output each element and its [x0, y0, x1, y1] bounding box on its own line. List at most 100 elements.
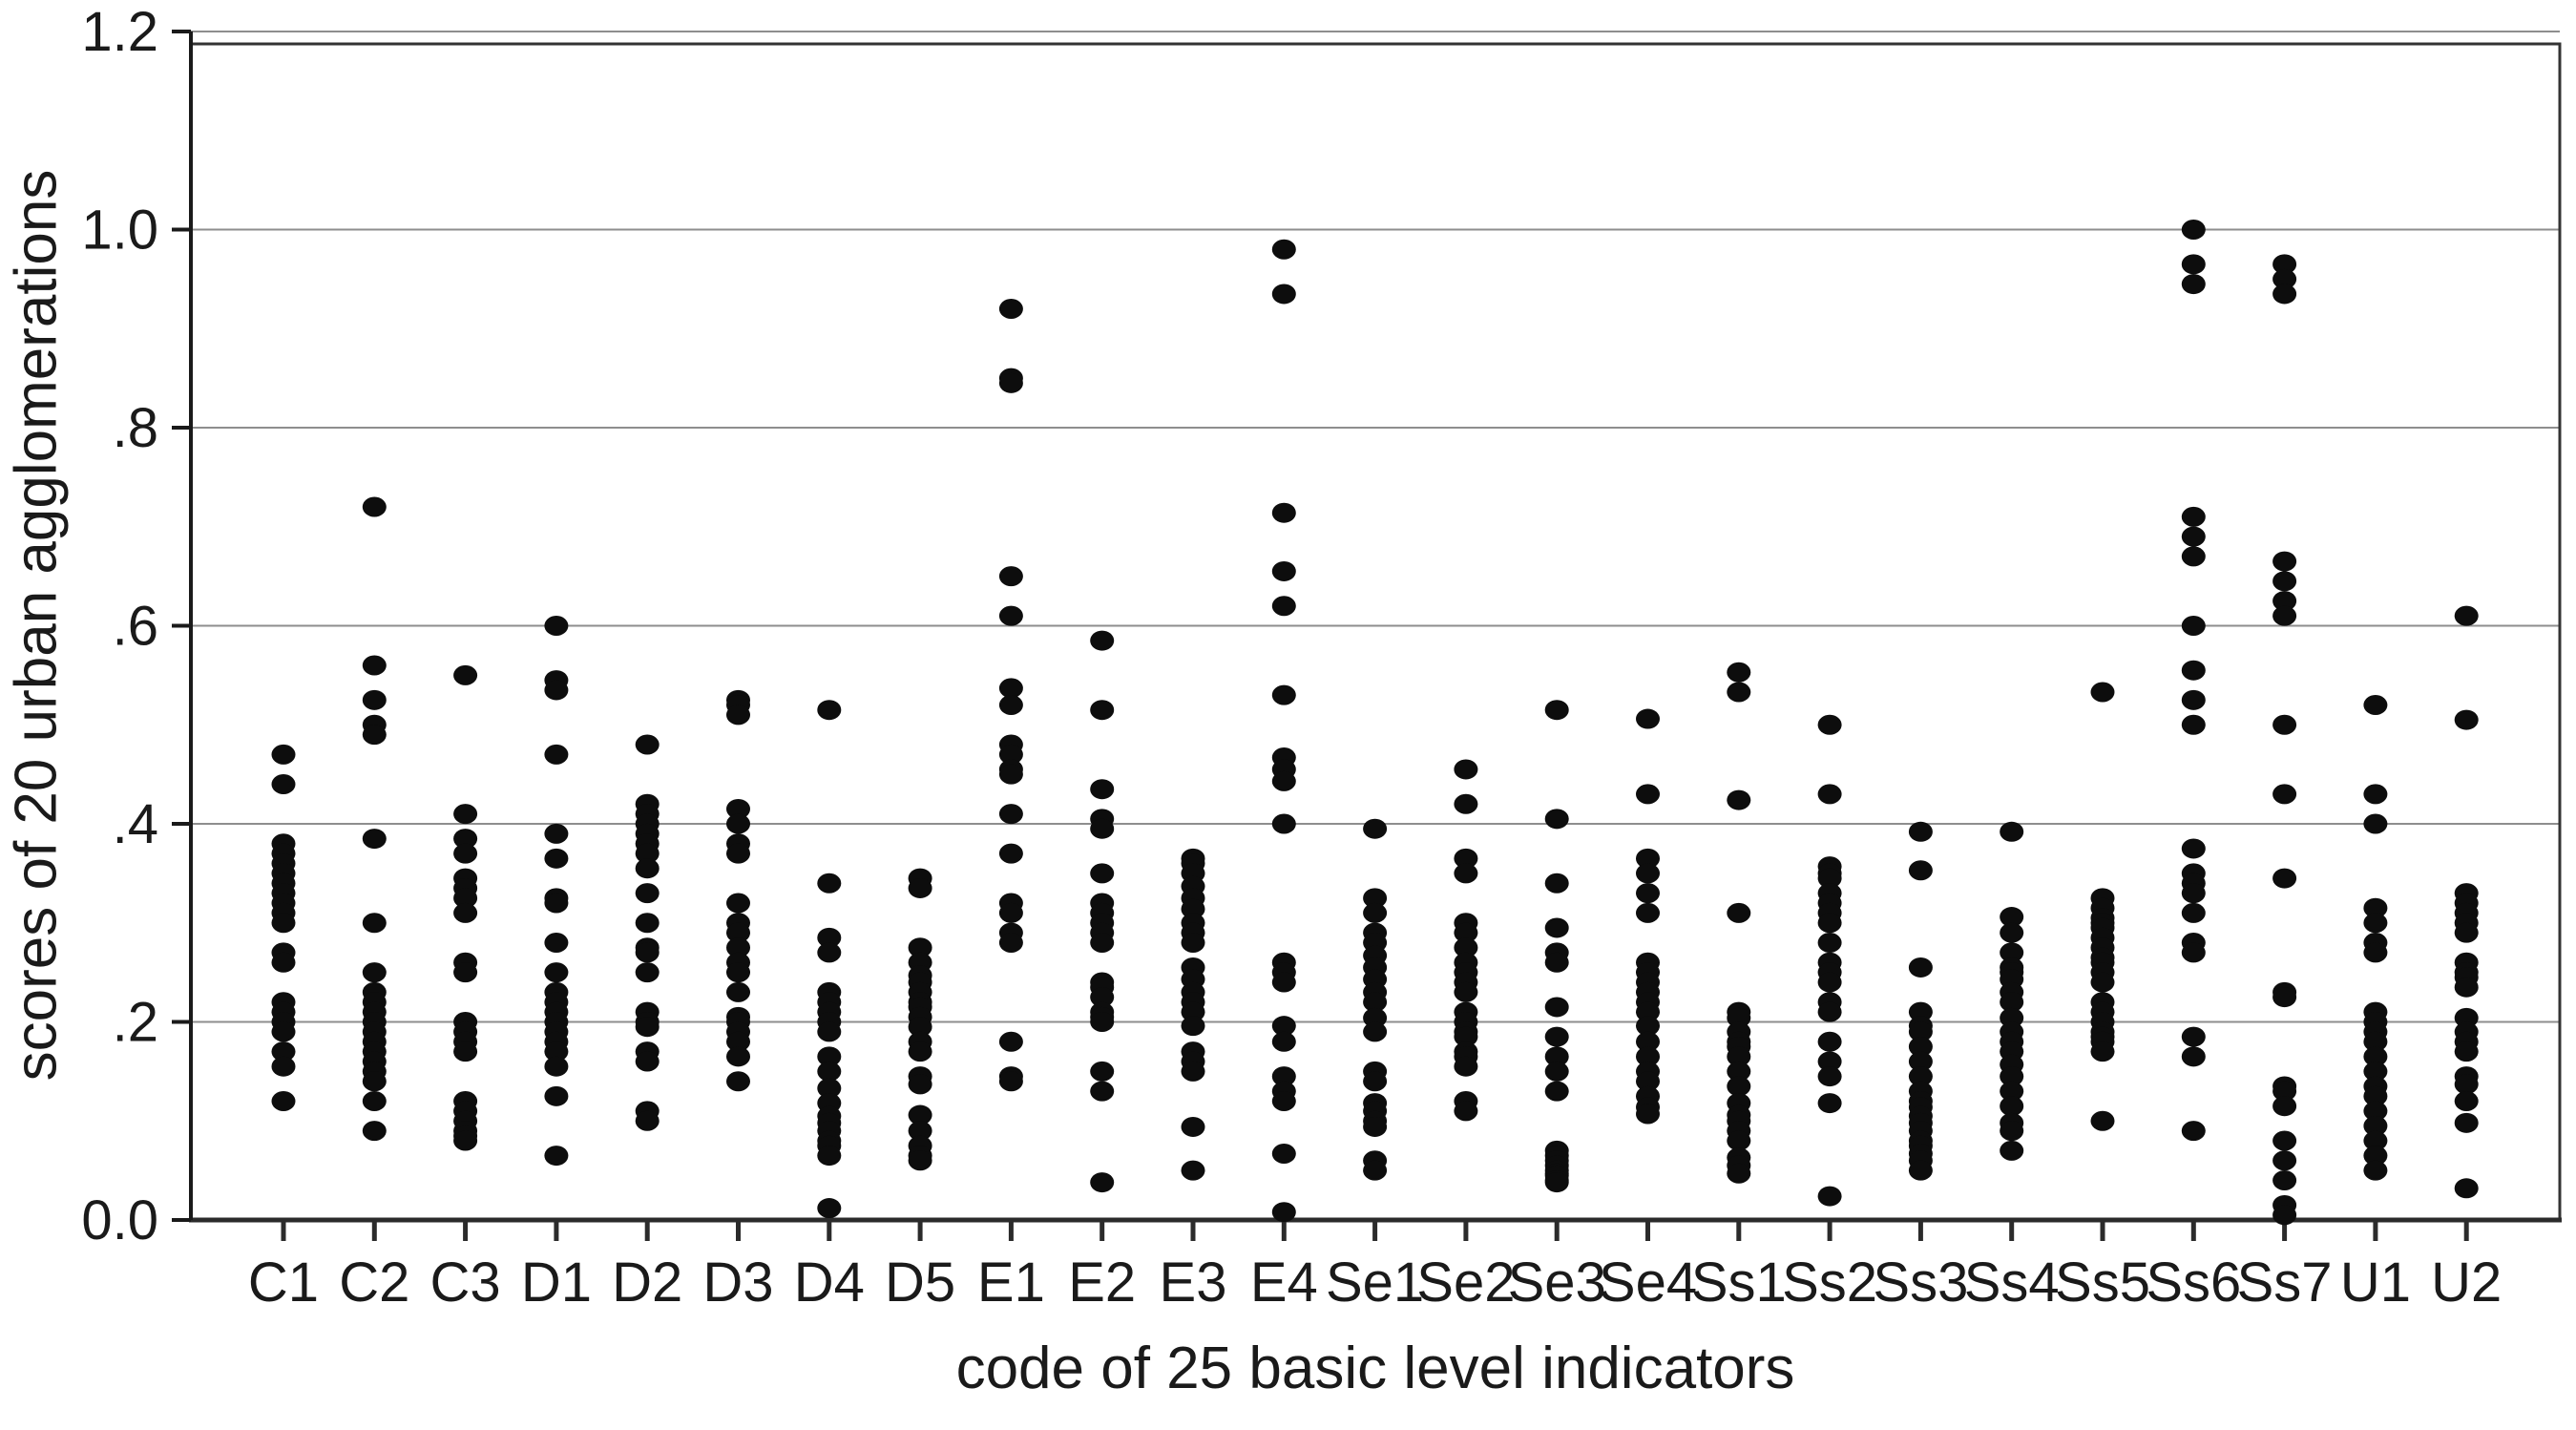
data-point [1908, 860, 1933, 881]
data-point [1454, 793, 1478, 814]
data-point [1454, 922, 1478, 943]
data-point [2090, 682, 2115, 703]
data-point [1271, 684, 1296, 705]
data-point [1544, 873, 1569, 894]
data-point [2181, 274, 2206, 295]
data-point [998, 764, 1023, 785]
data-point [1181, 1160, 1205, 1181]
data-point [1363, 818, 1388, 839]
data-point [2272, 1150, 2297, 1171]
data-point [1727, 789, 1751, 810]
data-point [817, 1046, 842, 1067]
data-point [2454, 605, 2479, 626]
data-point [635, 962, 660, 983]
data-point [1181, 1116, 1205, 1137]
data-point [544, 848, 569, 869]
x-tick-label: E3 [1160, 1251, 1227, 1314]
data-point [1181, 1061, 1205, 1082]
data-point [635, 883, 660, 904]
data-point [1363, 1116, 1388, 1137]
data-point [998, 566, 1023, 587]
data-point [2000, 942, 2024, 963]
data-point [2272, 591, 2297, 612]
data-point [2272, 268, 2297, 289]
data-point [453, 1130, 478, 1151]
data-point [1817, 972, 1842, 993]
data-point [2272, 987, 2297, 1008]
data-point [2000, 1140, 2024, 1161]
data-point [1817, 1066, 1842, 1087]
data-point [998, 299, 1023, 319]
data-point [362, 1071, 387, 1092]
data-point [1817, 1051, 1842, 1072]
data-point [1271, 1031, 1296, 1052]
data-point [1271, 502, 1296, 523]
data-point [2181, 1046, 2206, 1067]
data-point [1454, 863, 1478, 884]
data-point [271, 952, 296, 973]
data-point [271, 1056, 296, 1077]
data-point [1454, 937, 1478, 958]
data-point [726, 843, 750, 864]
data-point [1636, 1104, 1660, 1125]
data-point [1727, 1163, 1751, 1184]
data-point [2090, 1110, 2115, 1131]
data-point [2181, 220, 2206, 240]
data-point [635, 843, 660, 864]
data-point [2363, 695, 2388, 715]
data-point [2181, 1026, 2206, 1047]
data-point [453, 962, 478, 983]
data-point [1271, 560, 1296, 581]
data-point [726, 893, 750, 914]
data-point [2272, 605, 2297, 626]
data-point [362, 829, 387, 850]
data-point [2272, 714, 2297, 735]
data-point [2000, 1081, 2024, 1102]
data-point [908, 1017, 932, 1038]
data-point [2000, 907, 2024, 928]
data-point [2363, 1101, 2388, 1122]
data-point [2363, 1160, 2388, 1181]
data-point [1454, 759, 1478, 780]
data-point [817, 1021, 842, 1042]
data-point [2000, 922, 2024, 943]
data-point [817, 1146, 842, 1167]
x-tick-label: D2 [612, 1251, 682, 1314]
data-point [2363, 784, 2388, 805]
x-tick-label: C1 [248, 1251, 319, 1314]
data-point [908, 1074, 932, 1095]
data-point [635, 942, 660, 963]
data-point [1636, 1046, 1660, 1067]
y-tick-label: .8 [113, 397, 158, 459]
data-point [2272, 1096, 2297, 1117]
data-point [908, 1150, 932, 1171]
data-point [2181, 526, 2206, 547]
data-point [1271, 596, 1296, 617]
data-point [817, 873, 842, 894]
data-point [271, 744, 296, 765]
data-point [271, 774, 296, 794]
data-point [362, 1121, 387, 1142]
data-point [2363, 1146, 2388, 1167]
data-point [271, 913, 296, 934]
data-point [2363, 1115, 2388, 1136]
data-point [544, 933, 569, 953]
data-point [453, 888, 478, 909]
data-point [1271, 239, 1296, 260]
x-tick-label: Ss6 [2146, 1251, 2241, 1314]
data-point [908, 1121, 932, 1142]
data-point [453, 902, 478, 923]
data-point [2363, 813, 2388, 834]
data-point [726, 937, 750, 958]
data-point [544, 1146, 569, 1167]
data-point [271, 1091, 296, 1111]
data-point [2363, 913, 2388, 934]
data-point [1544, 997, 1569, 1018]
data-point [726, 1071, 750, 1092]
data-point [2363, 1031, 2388, 1052]
data-point [2000, 1096, 2024, 1117]
data-point [1544, 952, 1569, 973]
data-point [1544, 809, 1569, 830]
data-point [362, 913, 387, 934]
data-point [1817, 868, 1842, 889]
